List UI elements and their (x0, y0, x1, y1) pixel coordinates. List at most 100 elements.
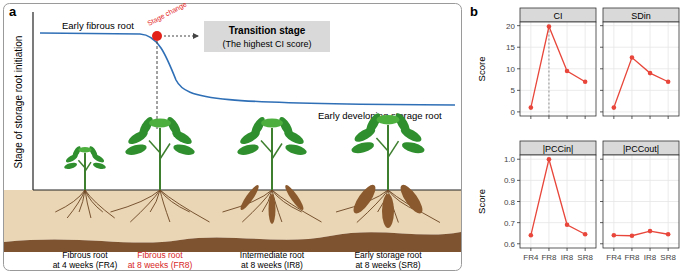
fibrous-root (150, 190, 160, 212)
plot-frame (520, 22, 596, 116)
y-axis-label: Score (476, 57, 487, 82)
leaf (165, 115, 184, 139)
x-tick (567, 116, 568, 119)
grid-line (548, 155, 549, 248)
y-tick-label: 20 (506, 22, 515, 31)
y-tick (600, 180, 603, 181)
grid-line (520, 90, 596, 91)
grid-line (520, 68, 596, 69)
max-guide (548, 27, 549, 116)
branch (85, 162, 91, 171)
x-tick (548, 116, 549, 119)
point (547, 24, 552, 29)
x-tick (668, 116, 669, 119)
grid-line (567, 155, 568, 248)
y-tick-label: 0.7 (504, 219, 516, 228)
y-axis-line (32, 12, 33, 190)
fibrous-root (160, 190, 210, 222)
point (648, 71, 653, 76)
data-layer (529, 24, 588, 116)
x-tick-label: FR4 (606, 253, 622, 262)
stage-change-label: Stage change (146, 0, 188, 27)
x-tick-label: SR8 (577, 253, 593, 262)
point (565, 69, 570, 74)
leaf (88, 145, 99, 159)
grid-line (603, 111, 679, 112)
point (630, 233, 635, 238)
y-tick (600, 47, 603, 48)
y-tick-label: 10 (506, 65, 515, 74)
storage-root (350, 182, 379, 217)
grid-line (613, 22, 614, 116)
branch (160, 144, 170, 160)
leaf (64, 162, 78, 171)
leaf (71, 145, 82, 159)
x-tick-label: FR8 (624, 253, 640, 262)
y-tick-label: 0.9 (504, 176, 516, 185)
y-tick (517, 68, 520, 69)
point (583, 232, 588, 237)
storage-root (283, 183, 306, 212)
soil-deep (4, 232, 461, 252)
facet: |PCCout|FR4FR8IR8SR8 (600, 141, 679, 262)
plot-frame (603, 155, 679, 248)
series-line (614, 58, 668, 108)
panel-frame (4, 4, 462, 271)
x-tick (650, 248, 651, 251)
x-tick-label: FR4 (523, 253, 539, 262)
y-tick (600, 222, 603, 223)
panel-label: b (470, 4, 478, 19)
x-tick (530, 248, 531, 251)
transition-box (204, 21, 330, 52)
grid-line (668, 22, 669, 116)
facet: SDin (600, 8, 679, 119)
y-tick (517, 180, 520, 181)
sample-label: Fibrous root (62, 250, 108, 260)
point (529, 105, 534, 110)
point (583, 79, 588, 84)
data-layer (529, 157, 588, 238)
stage-curve (40, 33, 455, 105)
x-tick (631, 116, 632, 119)
leaf (249, 115, 268, 139)
x-tick (567, 248, 568, 251)
grid-line (530, 22, 531, 116)
fibrous-root (130, 190, 160, 222)
leaf (92, 162, 106, 171)
plant (55, 145, 114, 218)
transition-subtitle: (The highest CI score) (222, 39, 311, 49)
point (565, 222, 570, 227)
y-tick (600, 159, 603, 160)
plant (111, 115, 210, 222)
y-tick (517, 111, 520, 112)
grid-line (603, 222, 679, 223)
fibrous-root (111, 190, 161, 212)
sample-label: at 8 weeks (SR8) (355, 260, 420, 270)
grid-line (520, 111, 596, 112)
y-tick (600, 90, 603, 91)
grid-line (520, 180, 596, 181)
point (666, 79, 671, 84)
grid-line (548, 22, 549, 116)
series-line (531, 159, 585, 235)
grid-line (603, 90, 679, 91)
y-tick (517, 47, 520, 48)
x-tick (613, 248, 614, 251)
transition-title: Transition stage (229, 25, 306, 36)
storage-root (269, 194, 276, 224)
panel-a: aStage of storage root initiationEarly f… (4, 0, 462, 270)
branch (78, 160, 85, 167)
storage-root (238, 183, 261, 212)
leaf (78, 147, 91, 152)
plot-bg (520, 22, 596, 116)
plot-bg (603, 155, 679, 248)
leaf (261, 119, 283, 128)
facet-strip (603, 8, 679, 22)
grid-line (631, 22, 632, 116)
dashed-guide (157, 41, 158, 130)
y-tick-label: 0.6 (504, 240, 516, 249)
x-tick-label: IR8 (561, 253, 574, 262)
grid-line (603, 68, 679, 69)
point (612, 105, 617, 110)
leaf (393, 111, 413, 136)
